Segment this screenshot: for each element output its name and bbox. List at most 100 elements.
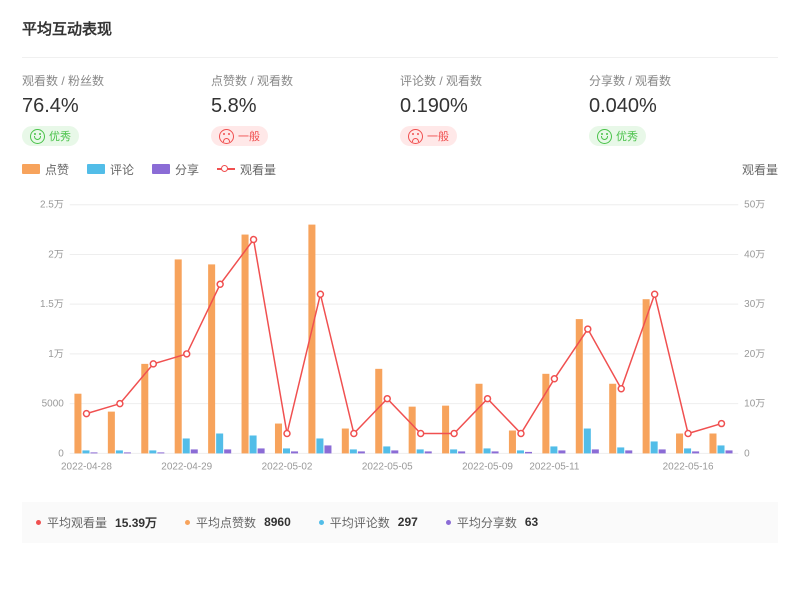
point-view	[685, 430, 691, 436]
bar-like	[709, 433, 716, 453]
bar-share	[592, 449, 599, 453]
bar-like	[676, 433, 683, 453]
svg-text:0: 0	[58, 448, 64, 459]
bar-comment	[450, 449, 457, 453]
metric-badge: 优秀	[22, 126, 79, 146]
bar-like	[342, 428, 349, 453]
bar-like	[208, 264, 215, 453]
legend-share[interactable]: 分享	[152, 161, 199, 178]
bar-share	[525, 451, 532, 452]
footer-stat-3: 平均分享数63	[446, 514, 538, 531]
legend-view[interactable]: 观看量	[217, 161, 276, 178]
legend-like[interactable]: 点赞	[22, 161, 69, 178]
dot-icon	[446, 520, 451, 525]
metric-1: 点赞数 / 观看数 5.8% 一般	[211, 72, 400, 149]
metrics-row: 观看数 / 粉丝数 76.4% 优秀 点赞数 / 观看数 5.8% 一般 评论数…	[22, 57, 778, 149]
legend-comment[interactable]: 评论	[87, 161, 134, 178]
bar-share	[258, 448, 265, 453]
bar-share	[90, 452, 97, 453]
metric-label: 点赞数 / 观看数	[211, 72, 400, 89]
bar-comment	[651, 441, 658, 453]
point-view	[150, 360, 156, 366]
point-view	[518, 430, 524, 436]
svg-text:30万: 30万	[744, 299, 765, 310]
svg-text:2022-04-29: 2022-04-29	[161, 461, 212, 472]
footer-stat-1: 平均点赞数8960	[185, 514, 291, 531]
bar-comment	[717, 445, 724, 453]
metric-value: 0.190%	[400, 95, 589, 118]
svg-text:2万: 2万	[48, 249, 64, 260]
svg-text:0: 0	[744, 448, 750, 459]
point-view	[83, 410, 89, 416]
metric-badge: 优秀	[589, 126, 646, 146]
point-view	[485, 395, 491, 401]
bar-share	[291, 451, 298, 453]
chart-area: 050001万1.5万2万2.5万010万20万30万40万50万2022-04…	[22, 184, 778, 494]
point-view	[117, 400, 123, 406]
svg-text:40万: 40万	[744, 249, 765, 260]
bar-like	[409, 406, 416, 453]
bar-comment	[316, 438, 323, 453]
bar-share	[358, 451, 365, 453]
bar-comment	[584, 428, 591, 453]
bar-comment	[283, 448, 290, 453]
svg-text:2022-05-11: 2022-05-11	[529, 461, 580, 472]
point-view	[184, 350, 190, 356]
metric-2: 评论数 / 观看数 0.190% 一般	[400, 72, 589, 149]
point-view	[351, 430, 357, 436]
chart-footer: 平均观看量15.39万平均点赞数8960平均评论数297平均分享数63	[22, 502, 778, 543]
bar-share	[224, 449, 231, 453]
bar-share	[726, 450, 733, 453]
bar-comment	[183, 438, 190, 453]
metric-value: 5.8%	[211, 95, 400, 118]
point-view	[418, 430, 424, 436]
bar-comment	[417, 449, 424, 453]
bar-like	[542, 373, 549, 453]
bar-share	[425, 451, 432, 453]
bar-like	[442, 405, 449, 453]
metric-badge: 一般	[400, 126, 457, 146]
bar-like	[643, 299, 650, 453]
bar-like	[242, 234, 249, 453]
bar-share	[492, 451, 499, 453]
point-view	[384, 395, 390, 401]
point-view	[551, 375, 557, 381]
point-view	[585, 326, 591, 332]
bar-share	[157, 452, 164, 453]
point-view	[317, 291, 323, 297]
metric-0: 观看数 / 粉丝数 76.4% 优秀	[22, 72, 211, 149]
bar-like	[609, 383, 616, 453]
bar-comment	[684, 448, 691, 453]
bar-comment	[350, 449, 357, 453]
bar-like	[108, 411, 115, 453]
svg-text:2022-05-09: 2022-05-09	[462, 461, 513, 472]
bar-comment	[116, 450, 123, 453]
bar-like	[509, 430, 516, 453]
dot-icon	[36, 520, 41, 525]
bar-like	[74, 393, 81, 453]
point-view	[284, 430, 290, 436]
bar-comment	[617, 447, 624, 453]
bar-like	[476, 383, 483, 453]
dot-icon	[185, 520, 190, 525]
svg-text:50万: 50万	[744, 199, 765, 210]
metric-label: 分享数 / 观看数	[589, 72, 778, 89]
dot-icon	[319, 520, 324, 525]
metric-value: 76.4%	[22, 95, 211, 118]
smile-icon	[597, 129, 612, 144]
metric-label: 评论数 / 观看数	[400, 72, 589, 89]
bar-comment	[250, 435, 257, 453]
svg-text:2.5万: 2.5万	[40, 199, 64, 210]
chart-svg: 050001万1.5万2万2.5万010万20万30万40万50万2022-04…	[22, 184, 778, 494]
point-view	[217, 281, 223, 287]
bar-share	[659, 449, 666, 453]
bar-comment	[216, 433, 223, 453]
card-title: 平均互动表现	[22, 18, 778, 39]
bar-share	[324, 445, 331, 453]
bar-share	[692, 451, 699, 453]
frown-icon	[408, 129, 423, 144]
metric-badge: 一般	[211, 126, 268, 146]
svg-text:2022-05-02: 2022-05-02	[262, 461, 313, 472]
svg-text:1.5万: 1.5万	[40, 299, 64, 310]
point-view	[652, 291, 658, 297]
